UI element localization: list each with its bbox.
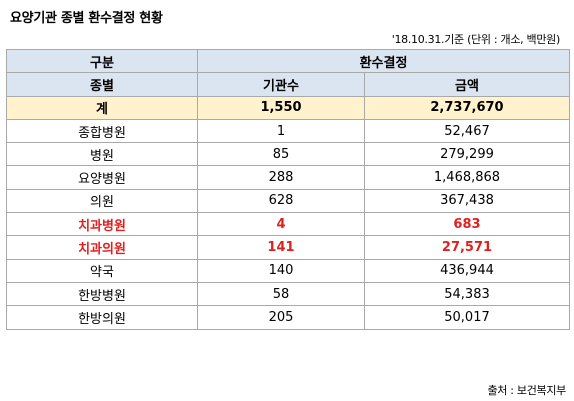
table-row: 치과의원 141 27,571: [6, 235, 570, 260]
row-count: 4: [197, 212, 365, 237]
table-row: 치과병원 4 683: [6, 212, 570, 237]
table-row: 종합병원 1 52,467: [6, 118, 570, 144]
table-row: 한방의원 205 50,017: [6, 305, 570, 330]
row-count: 141: [197, 235, 365, 260]
total-count: 1,550: [197, 95, 365, 120]
header-category: 구분: [6, 48, 198, 74]
row-amount: 367,438: [364, 188, 570, 214]
row-count: 85: [197, 142, 365, 167]
row-label: 요양병원: [6, 165, 198, 190]
header-row-1: 구분 환수결정: [6, 48, 570, 74]
header-type: 종별: [6, 72, 198, 97]
header-row-2: 종별 기관수 금액: [6, 72, 570, 97]
table-row: 약국 140 436,944: [6, 258, 570, 283]
row-label: 치과병원: [6, 212, 198, 237]
table-title: 요양기관 종별 환수결정 현황: [10, 11, 163, 26]
header-count: 기관수: [197, 72, 365, 97]
row-label: 치과의원: [6, 235, 198, 260]
row-label: 한방의원: [6, 305, 198, 330]
row-amount: 54,383: [364, 281, 570, 307]
row-label: 약국: [6, 258, 198, 283]
row-count: 58: [197, 281, 365, 307]
row-count: 205: [197, 305, 365, 330]
unit-note: '18.10.31.기준 (단위 : 개소, 백만원): [391, 33, 561, 46]
row-amount: 50,017: [364, 305, 570, 330]
row-count: 628: [197, 188, 365, 214]
row-label: 의원: [6, 188, 198, 214]
table-row: 의원 628 367,438: [6, 188, 570, 214]
row-label: 종합병원: [6, 118, 198, 144]
header-amount: 금액: [364, 72, 570, 97]
total-label: 계: [6, 95, 198, 120]
row-count: 140: [197, 258, 365, 283]
table-row: 한방병원 58 54,383: [6, 281, 570, 307]
row-amount: 52,467: [364, 118, 570, 144]
row-label: 한방병원: [6, 281, 198, 307]
row-amount: 1,468,868: [364, 165, 570, 190]
table-row: 병원 85 279,299: [6, 142, 570, 167]
row-amount: 27,571: [364, 235, 570, 260]
row-amount: 279,299: [364, 142, 570, 167]
row-count: 288: [197, 165, 365, 190]
row-label: 병원: [6, 142, 198, 167]
recovery-table: 구분 환수결정 종별 기관수 금액 계 1,550 2,737,670 종합병원…: [6, 48, 570, 330]
header-recovery-group: 환수결정: [197, 48, 570, 74]
row-amount: 683: [364, 212, 570, 237]
total-amount: 2,737,670: [364, 95, 570, 120]
source-note: 출처 : 보건복지부: [487, 384, 566, 397]
row-count: 1: [197, 118, 365, 144]
total-row: 계 1,550 2,737,670: [6, 95, 570, 120]
table-row: 요양병원 288 1,468,868: [6, 165, 570, 190]
row-amount: 436,944: [364, 258, 570, 283]
